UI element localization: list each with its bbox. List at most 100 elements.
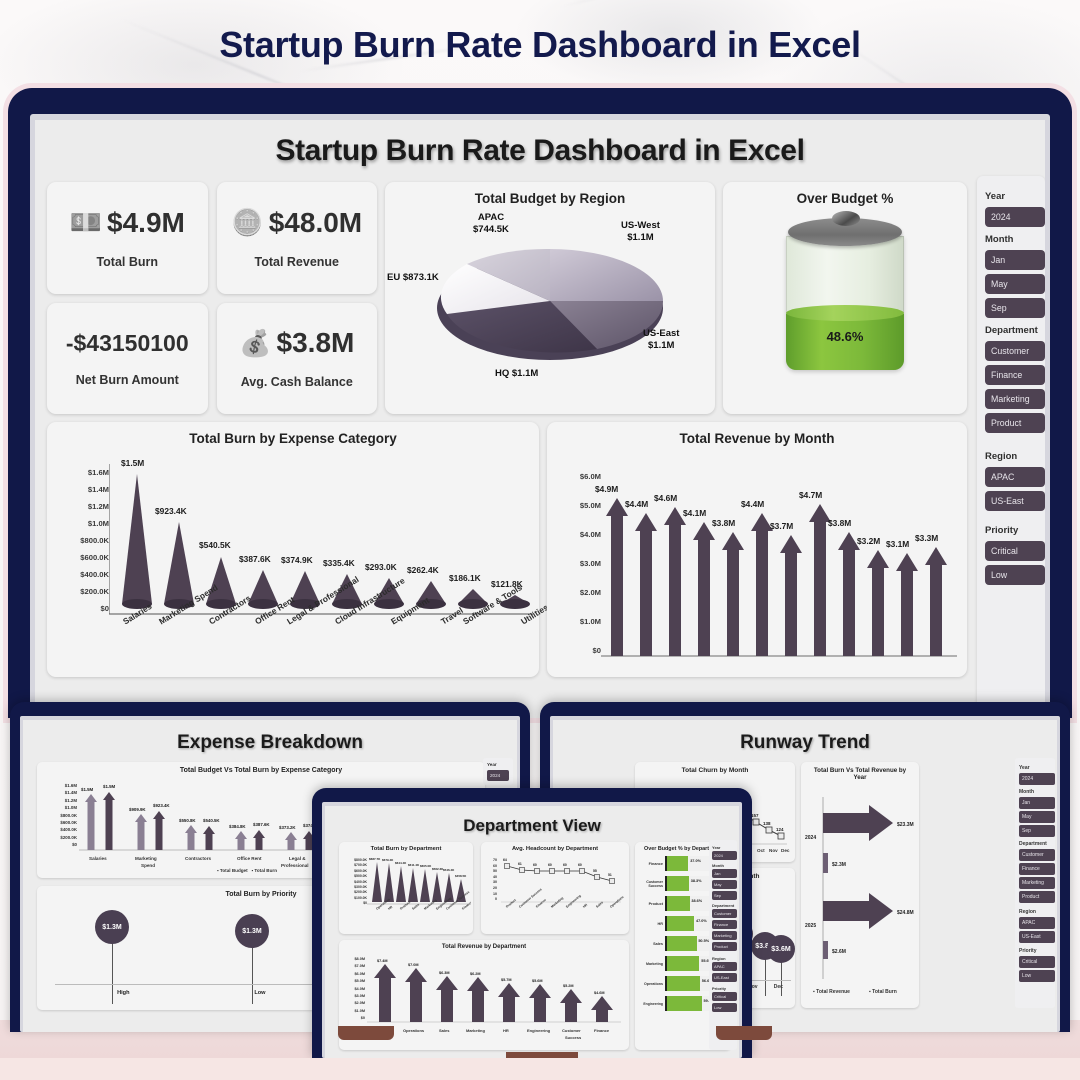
svg-text:▪ Total Burn: ▪ Total Burn — [869, 989, 897, 995]
chart-burn-by-department[interactable]: Total Burn by Department $800.0K $700.0K … — [339, 842, 473, 934]
legend-total-burn: ▪ Total Burn — [251, 868, 278, 873]
slicer-item-critical[interactable]: Critical — [985, 541, 1045, 561]
chart-title: Over Budget % by Department — [644, 846, 722, 852]
slicer-item-low[interactable]: Low — [712, 1003, 737, 1012]
bar-value: $374.9K — [281, 555, 313, 565]
plot-area: $800.0K $700.0K $600.0K $500.0K $400.0K $30… — [339, 852, 473, 930]
svg-text:Marketing: Marketing — [550, 896, 564, 909]
y-axis: $800.0K $700.0K $600.0K $500.0K $400.0K $30… — [354, 858, 367, 906]
svg-text:$550.8K: $550.8K — [179, 818, 196, 823]
chart-over-budget-gauge[interactable]: Over Budget % 48.6% — [723, 182, 967, 414]
coins-icon: 🪙 — [231, 207, 264, 238]
slicer-item-marketing[interactable]: Marketing — [985, 389, 1045, 409]
slicer-item-may[interactable]: May — [712, 880, 737, 889]
chart-revenue-by-department[interactable]: Total Revenue by Department $8.0M $7.0M $… — [339, 940, 629, 1050]
plot-area: 70 60 50 40 30 20 10 0 64 61 60 60 60 60 — [481, 852, 629, 930]
slicer-item-jan[interactable]: Jan — [712, 869, 737, 878]
svg-text:$458.5K: $458.5K — [455, 874, 467, 878]
bar-value: $387.6K — [239, 554, 271, 564]
chart-revenue-by-month[interactable]: Total Revenue by Month $6.0M $5.0M $4.0M… — [547, 422, 967, 677]
slicer-item-2024[interactable]: 2024 — [1019, 773, 1055, 785]
chart-title: Avg. Headcount by Department — [511, 846, 599, 852]
svg-text:$562.3K: $562.3K — [432, 867, 444, 871]
slicer-item-2024[interactable]: 2024 — [712, 851, 737, 860]
pie-label-us-west: US-West $1.1M — [621, 220, 660, 243]
slicer-item-sep[interactable]: Sep — [712, 891, 737, 900]
bar-value: $3.7M — [770, 521, 794, 531]
slicer-item-us-east[interactable]: US-East — [712, 973, 737, 982]
slicer-panel: Year 2024 Month Jan May Sep Department C… — [977, 176, 1045, 718]
svg-text:HR: HR — [503, 1028, 509, 1033]
slicer-item-product[interactable]: Product — [1019, 891, 1055, 903]
kpi-card-avg-cash-balance[interactable]: 💰 $3.8M Avg. Cash Balance — [216, 302, 377, 414]
chart-burn-by-expense-category[interactable]: Total Burn by Expense Category $1.6M $1.… — [47, 422, 550, 677]
chart-avg-headcount-by-department[interactable]: Avg. Headcount by Department 70 60 50 40 3… — [481, 842, 629, 934]
chart-title: Total Budget Vs Total Burn by Expense Ca… — [179, 767, 343, 774]
slicer-item-2024[interactable]: 2024 — [985, 207, 1045, 227]
chart-burn-vs-revenue-by-year[interactable]: Total Burn Vs Total Revenue by Year $23.… — [801, 762, 919, 1008]
slicer-item-marketing[interactable]: Marketing — [1019, 877, 1055, 889]
main-dashboard-canvas: Startup Burn Rate Dashboard in Excel 💵 $… — [35, 120, 1045, 718]
runway-laptop-hinge-2 — [716, 1026, 772, 1040]
svg-text:61: 61 — [518, 862, 522, 866]
slicer-item-2024[interactable]: 2024 — [487, 770, 509, 781]
slicer-item-us-east[interactable]: US-East — [985, 491, 1045, 511]
runway-title: Runway Trend — [740, 732, 870, 753]
slicer-item-low[interactable]: Low — [985, 565, 1045, 585]
kpi-card-total-burn[interactable]: 💵 $4.9M Total Burn — [47, 182, 208, 294]
y-axis: 70 60 50 40 30 20 10 0 — [493, 858, 497, 902]
slicer-item-sep[interactable]: Sep — [985, 298, 1045, 318]
slicer-item-finance[interactable]: Finance — [712, 920, 737, 929]
slicer-item-customer[interactable]: Customer — [1019, 849, 1055, 861]
svg-text:124: 124 — [776, 827, 784, 832]
slicer-item-finance[interactable]: Finance — [1019, 863, 1055, 875]
slicer-item-apac[interactable]: APAC — [1019, 917, 1055, 929]
kpi-card-total-revenue[interactable]: 🪙 $48.0M Total Revenue — [216, 182, 377, 294]
slicer-item-product[interactable]: Product — [712, 942, 737, 951]
pie-label-apac: APAC $744.5K — [473, 212, 509, 235]
pie-area: APAC $744.5K US-West $1.1M US-East $1.1M HQ… — [385, 206, 715, 388]
slicer-item-us-east[interactable]: US-East — [1019, 931, 1055, 943]
chart-title: Over Budget % — [796, 191, 894, 206]
svg-text:Sales: Sales — [595, 900, 604, 909]
slicer-header-region: Region — [712, 956, 726, 961]
slicer-item-critical[interactable]: Critical — [712, 992, 737, 1001]
slicer-item-sep[interactable]: Sep — [1019, 825, 1055, 837]
svg-text:$679.4K: $679.4K — [382, 858, 394, 862]
slicer-header-department: Department — [1019, 841, 1047, 847]
dashboard-title: Startup Burn Rate Dashboard in Excel — [275, 134, 805, 167]
slicer-item-may[interactable]: May — [1019, 811, 1055, 823]
slicer-item-low[interactable]: Low — [1019, 970, 1055, 982]
kpi-card-net-burn-amount[interactable]: -$43150100 Net Burn Amount — [47, 302, 208, 414]
bar-value: $923.4K — [155, 506, 187, 516]
bar-value: $540.5K — [199, 540, 231, 550]
svg-text:60: 60 — [533, 863, 537, 867]
money-bag-icon: 💰 — [239, 327, 272, 358]
slicer-item-apac[interactable]: APAC — [985, 467, 1045, 487]
slicer-item-apac[interactable]: APAC — [712, 962, 737, 971]
chart-title: Total Burn by Department — [370, 846, 442, 852]
slicer-item-customer[interactable]: Customer — [985, 341, 1045, 361]
slicer-item-customer[interactable]: Customer — [712, 909, 737, 918]
slicer-item-finance[interactable]: Finance — [985, 365, 1045, 385]
svg-text:HR: HR — [387, 904, 394, 910]
slicer-item-product[interactable]: Product — [985, 413, 1045, 433]
svg-text:$5.7M: $5.7M — [501, 978, 512, 982]
lollipop-dec: $3.6M — [769, 937, 793, 996]
chart-budget-by-region[interactable]: Total Budget by Region — [385, 182, 715, 414]
svg-text:60: 60 — [548, 863, 552, 867]
kpi-value: $3.8M — [276, 327, 355, 359]
slicer-header-priority: Priority — [985, 525, 1019, 536]
slicer-item-jan[interactable]: Jan — [1019, 797, 1055, 809]
svg-text:138: 138 — [763, 821, 771, 826]
cylinder-fill — [786, 304, 904, 370]
slicer-item-marketing[interactable]: Marketing — [712, 931, 737, 940]
slicer-item-jan[interactable]: Jan — [985, 250, 1045, 270]
svg-text:$1.5M: $1.5M — [103, 784, 116, 789]
slicer-item-critical[interactable]: Critical — [1019, 956, 1055, 968]
runway-slicer-panel: Year 2024 Month Jan May Sep Department C… — [1015, 758, 1055, 1008]
slicer-item-may[interactable]: May — [985, 274, 1045, 294]
arrow-svg: $23.3M $2.3M $24.8M $2.6M 2024 2025 ▪ Total… — [805, 797, 914, 995]
svg-text:Professional: Professional — [281, 863, 309, 868]
